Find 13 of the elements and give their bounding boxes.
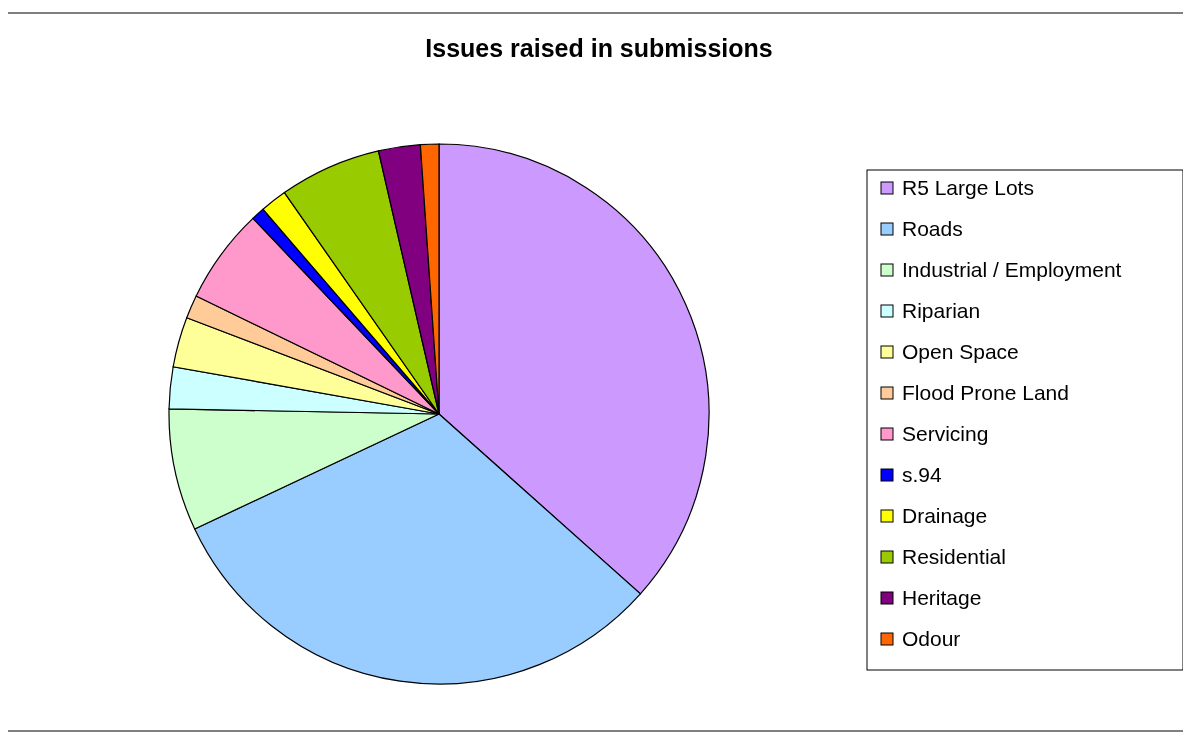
legend-label: Industrial / Employment: [902, 258, 1122, 281]
legend-label: Flood Prone Land: [902, 381, 1069, 404]
legend-label: Odour: [902, 627, 961, 650]
legend-label: Riparian: [902, 299, 981, 322]
legend-label: Drainage: [902, 504, 988, 527]
legend-label: s.94: [902, 463, 943, 486]
legend-label: Roads: [902, 217, 963, 240]
chart-title: Issues raised in submissions: [425, 34, 773, 62]
legend-label: Heritage: [902, 586, 982, 609]
legend-label: Residential: [902, 545, 1006, 568]
legend-label: Servicing: [902, 422, 989, 445]
legend-label: Open Space: [902, 340, 1019, 363]
legend-label: R5 Large Lots: [902, 176, 1034, 199]
